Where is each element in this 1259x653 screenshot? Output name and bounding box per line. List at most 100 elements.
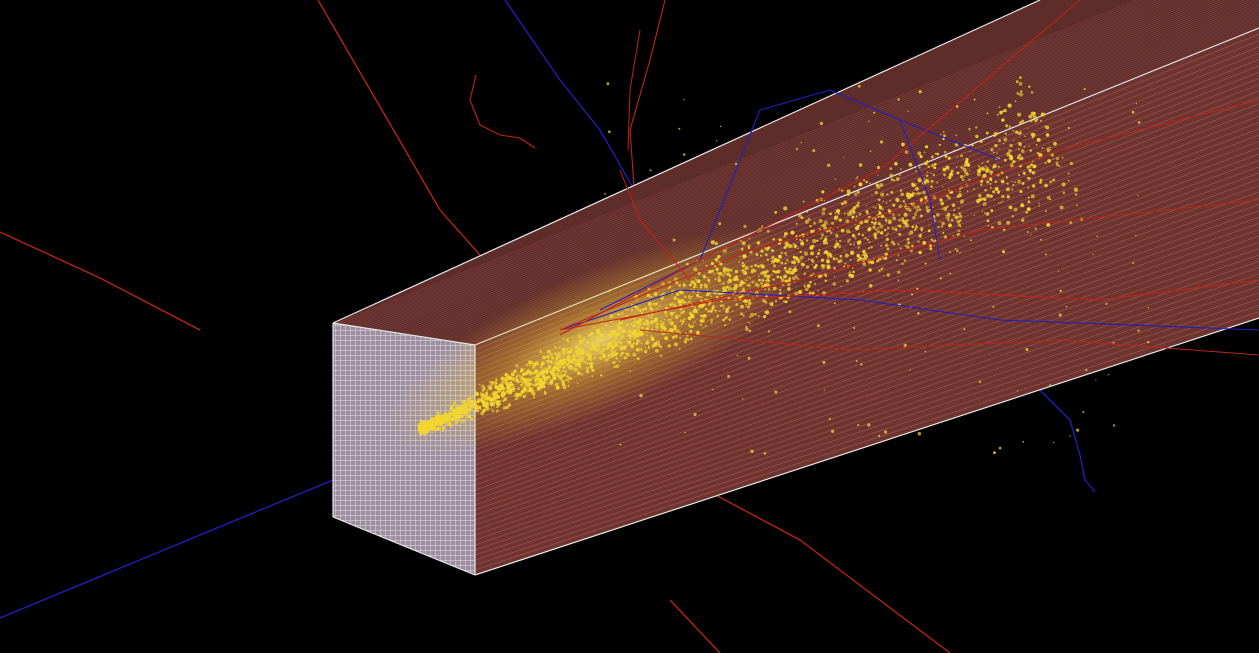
energy-deposit <box>591 368 595 372</box>
energy-deposit <box>874 228 878 231</box>
energy-deposit <box>790 260 794 264</box>
energy-deposit <box>861 249 866 254</box>
energy-deposit <box>708 303 711 306</box>
energy-deposit <box>635 342 638 345</box>
energy-deposit <box>537 373 541 377</box>
energy-deposit <box>932 180 934 183</box>
energy-deposit <box>427 422 430 425</box>
energy-deposit <box>747 301 752 305</box>
energy-deposit <box>1036 151 1040 155</box>
energy-deposit <box>835 242 840 247</box>
energy-deposit <box>855 177 858 180</box>
energy-deposit <box>820 264 824 267</box>
energy-deposit <box>827 163 831 167</box>
energy-deposit <box>890 178 894 181</box>
energy-deposit <box>823 220 828 225</box>
energy-deposit <box>1050 153 1055 157</box>
energy-deposit <box>818 228 822 231</box>
energy-deposit <box>668 286 672 289</box>
energy-deposit <box>858 163 863 167</box>
energy-deposit <box>848 231 851 234</box>
energy-deposit <box>537 364 539 366</box>
energy-deposit <box>803 284 806 286</box>
energy-deposit <box>642 318 645 320</box>
energy-deposit <box>925 145 929 149</box>
energy-deposit <box>636 299 638 302</box>
energy-deposit <box>902 200 906 203</box>
energy-deposit <box>431 420 433 423</box>
energy-deposit <box>552 367 554 370</box>
energy-deposit <box>513 395 515 397</box>
energy-deposit <box>961 178 965 182</box>
energy-deposit <box>960 225 962 228</box>
energy-deposit <box>480 411 485 416</box>
energy-deposit <box>1009 163 1014 168</box>
energy-deposit <box>805 289 808 291</box>
energy-deposit <box>963 164 967 167</box>
energy-deposit <box>542 375 545 378</box>
energy-deposit <box>1011 188 1014 191</box>
energy-deposit <box>653 292 658 296</box>
energy-deposit <box>1041 112 1045 117</box>
energy-deposit <box>772 249 775 252</box>
energy-deposit <box>1020 90 1023 93</box>
energy-deposit <box>803 251 808 256</box>
particle-track <box>629 0 666 201</box>
energy-deposit <box>904 219 907 222</box>
energy-deposit <box>1015 80 1019 84</box>
energy-deposit <box>695 285 698 288</box>
layer-line <box>371 0 1187 330</box>
energy-deposit <box>719 262 723 266</box>
energy-deposit <box>591 332 594 334</box>
energy-deposit <box>556 375 559 378</box>
energy-deposit <box>586 341 589 344</box>
energy-deposit <box>919 236 922 238</box>
energy-deposit <box>1003 142 1005 145</box>
energy-deposit <box>689 337 693 341</box>
energy-deposit <box>976 198 980 203</box>
energy-deposit <box>458 411 460 413</box>
energy-deposit <box>701 314 704 317</box>
energy-deposit <box>743 264 746 267</box>
energy-deposit <box>1011 215 1014 218</box>
energy-deposit <box>908 233 910 236</box>
energy-deposit <box>982 173 987 178</box>
energy-deposit <box>897 279 900 282</box>
energy-deposit <box>926 208 930 213</box>
energy-deposit <box>680 319 682 321</box>
energy-deposit <box>476 408 478 411</box>
energy-deposit <box>1067 172 1070 175</box>
energy-deposit <box>788 267 792 271</box>
energy-deposit <box>886 273 891 277</box>
energy-deposit <box>567 340 569 343</box>
energy-deposit <box>849 212 853 216</box>
energy-deposit <box>542 355 546 360</box>
energy-deposit <box>693 322 695 324</box>
energy-deposit <box>689 283 692 286</box>
energy-deposit <box>765 310 770 315</box>
energy-deposit <box>915 226 918 229</box>
energy-deposit <box>955 134 957 136</box>
energy-deposit <box>647 301 652 307</box>
energy-deposit <box>999 110 1003 115</box>
energy-deposit <box>617 324 619 326</box>
block-edge <box>332 322 476 346</box>
energy-deposit <box>454 410 456 413</box>
energy-deposit <box>1146 340 1150 344</box>
energy-deposit <box>740 247 744 251</box>
energy-deposit <box>682 283 686 287</box>
energy-deposit <box>930 185 933 188</box>
energy-deposit <box>899 247 902 250</box>
energy-deposit <box>880 267 883 271</box>
energy-deposit <box>610 349 612 351</box>
energy-deposit <box>702 259 705 262</box>
energy-deposit <box>1135 234 1137 237</box>
energy-deposit <box>520 393 522 395</box>
energy-deposit <box>430 425 433 428</box>
energy-deposit <box>809 225 812 228</box>
energy-deposit <box>615 357 618 360</box>
energy-deposit <box>839 254 843 258</box>
energy-deposit <box>854 226 860 231</box>
energy-deposit <box>961 166 965 170</box>
energy-deposit <box>756 283 760 288</box>
